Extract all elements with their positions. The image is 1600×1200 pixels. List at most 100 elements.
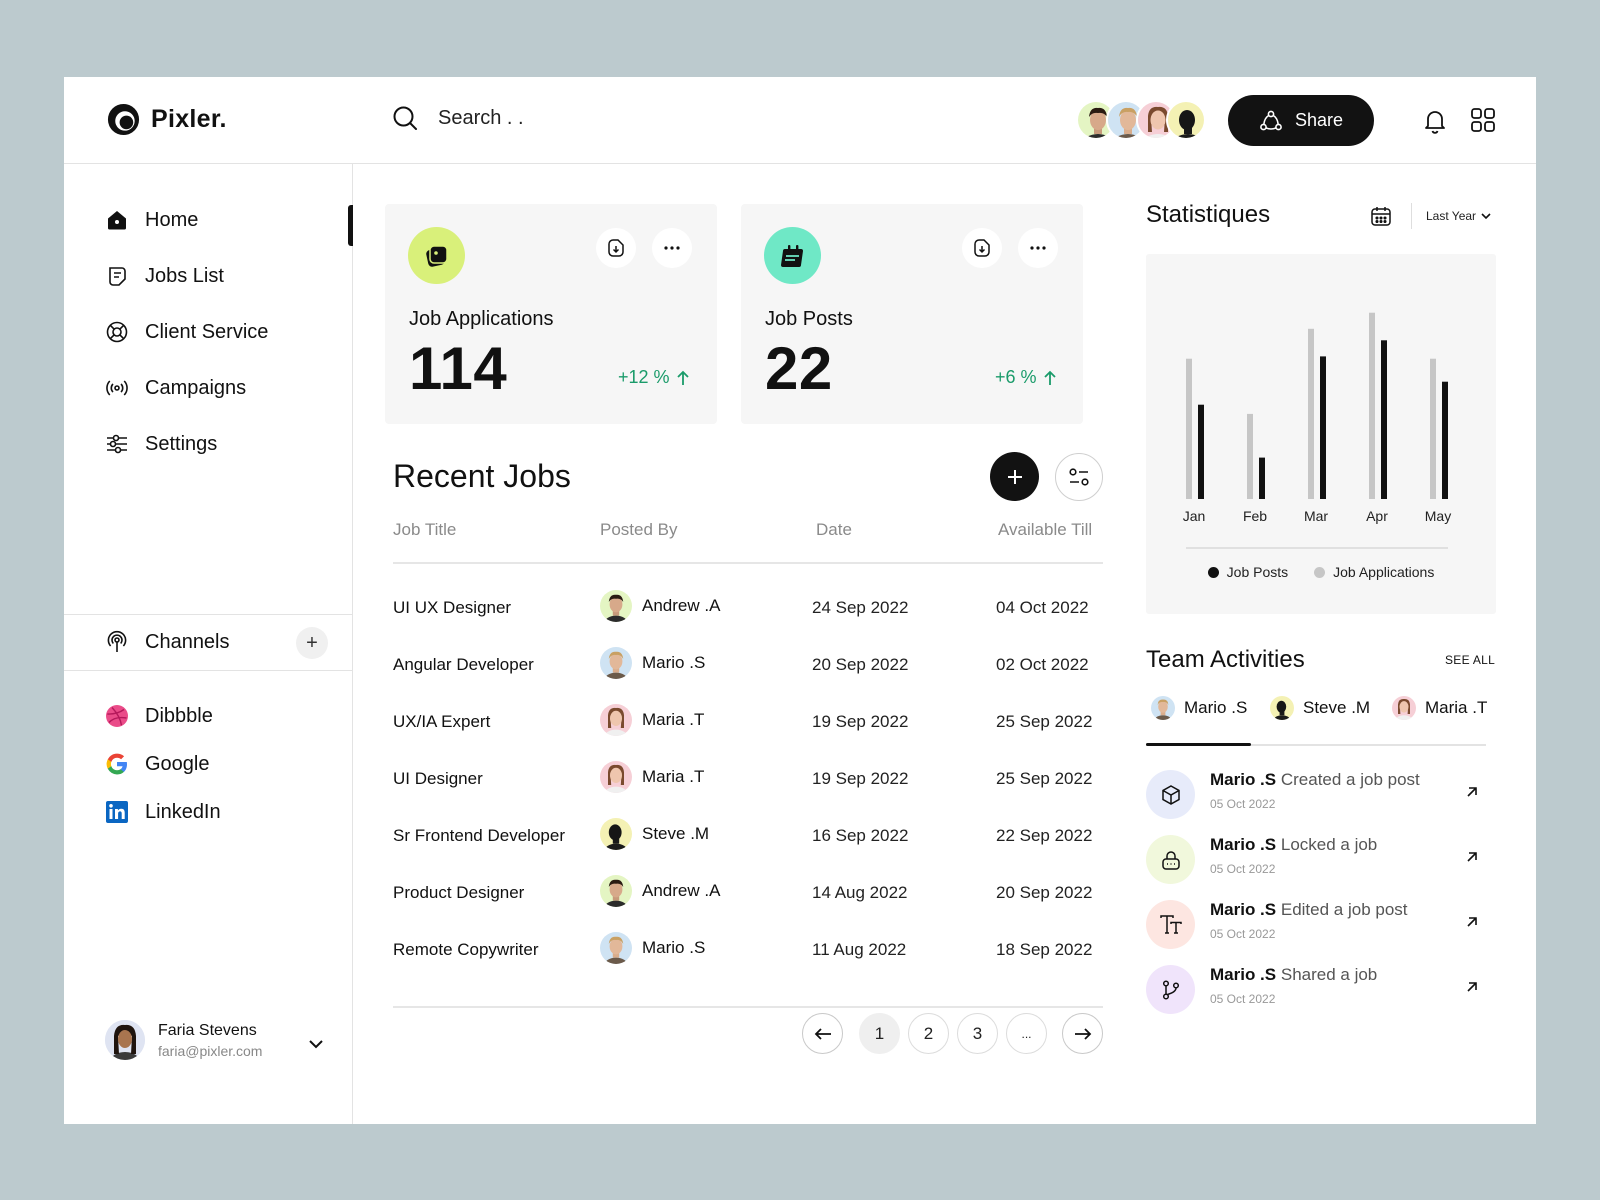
available-till-cell: 25 Sep 2022	[996, 769, 1093, 788]
channel-label: Google	[145, 752, 210, 775]
bar-job-posts-feb[interactable]	[1259, 457, 1265, 499]
activity-text: Mario .S Shared a job	[1210, 965, 1377, 985]
card-icon	[764, 227, 821, 284]
poster-name: Maria .T	[642, 710, 705, 729]
arrow-up-right-icon[interactable]	[1464, 979, 1480, 995]
card-value: 114	[409, 335, 508, 402]
bar-job-applications-apr[interactable]	[1369, 312, 1375, 499]
bar-job-posts-apr[interactable]	[1381, 340, 1387, 499]
plus-icon	[1007, 469, 1022, 484]
channels-header[interactable]: Channels	[105, 630, 230, 654]
avatar	[1151, 696, 1175, 720]
team-tab-label: Steve .M	[1303, 698, 1371, 717]
poster-name: Mario .S	[642, 653, 706, 672]
sidebar-item-campaigns[interactable]: Campaigns	[105, 376, 246, 400]
activity-item[interactable]: Mario .S Created a job post 05 Oct 2022	[1146, 770, 1496, 820]
activity-item[interactable]: Mario .S Edited a job post 05 Oct 2022	[1146, 900, 1496, 950]
filter-button[interactable]	[1055, 453, 1103, 501]
user-email: faria@pixler.com	[158, 1042, 263, 1059]
avatar[interactable]	[1166, 100, 1206, 140]
bar-job-posts-may[interactable]	[1442, 381, 1448, 499]
add-job-button[interactable]	[990, 452, 1039, 501]
jobs-list-icon	[109, 267, 126, 286]
more-button[interactable]	[652, 228, 692, 268]
table-row[interactable]: Remote Copywriter Mario .S 11 Aug 2022 1…	[393, 930, 1103, 970]
range-dropdown[interactable]: Last Year	[1426, 209, 1491, 223]
activity-item[interactable]: Mario .S Shared a job 05 Oct 2022	[1146, 965, 1496, 1015]
table-row[interactable]: Product Designer Andrew .A 14 Aug 2022 2…	[393, 873, 1103, 913]
sidebar-item-home[interactable]: Home	[105, 208, 198, 232]
arrow-up-right-icon[interactable]	[1464, 914, 1480, 930]
calendar-icon[interactable]	[1370, 205, 1392, 227]
channel-item-google[interactable]: Google	[105, 752, 210, 776]
logo[interactable]: Pixler.	[106, 102, 227, 137]
add-channel-button[interactable]: +	[296, 627, 328, 659]
bar-job-posts-jan[interactable]	[1198, 404, 1204, 499]
search-input[interactable]	[438, 106, 658, 130]
arrow-up-right-icon[interactable]	[1464, 849, 1480, 865]
channel-item-dribbble[interactable]: Dibbble	[105, 704, 213, 728]
bar-job-applications-feb[interactable]	[1247, 413, 1253, 499]
linkedin-icon	[106, 801, 128, 823]
sidebar-item-label: Jobs List	[145, 264, 224, 287]
page-button-3[interactable]: 3	[957, 1013, 998, 1054]
page-button-2[interactable]: 2	[908, 1013, 949, 1054]
user-profile[interactable]: Faria Stevens faria@pixler.com	[105, 1020, 262, 1060]
page-ellipsis[interactable]: ...	[1006, 1013, 1047, 1054]
team-tab[interactable]: Mario .S	[1151, 696, 1247, 720]
more-button[interactable]	[1018, 228, 1058, 268]
table-row[interactable]: Angular Developer Mario .S 20 Sep 2022 0…	[393, 645, 1103, 685]
avatar	[600, 647, 632, 679]
arrow-up-right-icon[interactable]	[1464, 784, 1480, 800]
apps-grid-icon[interactable]	[1470, 107, 1496, 133]
bar-job-posts-mar[interactable]	[1320, 356, 1326, 499]
search-icon[interactable]	[392, 105, 418, 131]
bar-job-applications-jan[interactable]	[1186, 358, 1192, 499]
team-tab[interactable]: Steve .M	[1270, 696, 1370, 720]
table-row[interactable]: UI Designer Maria .T 19 Sep 2022 25 Sep …	[393, 759, 1103, 799]
chevron-down-icon[interactable]	[308, 1038, 324, 1050]
date-cell: 16 Sep 2022	[812, 826, 909, 845]
channel-item-linkedin[interactable]: LinkedIn	[105, 800, 221, 824]
bar-job-applications-may[interactable]	[1430, 358, 1436, 499]
page-button-1[interactable]: 1	[859, 1013, 900, 1054]
collaborator-avatars[interactable]	[1076, 100, 1206, 140]
sidebar-item-settings[interactable]: Settings	[105, 432, 217, 456]
export-button[interactable]	[596, 228, 636, 268]
bar-job-applications-mar[interactable]	[1308, 328, 1314, 499]
avatar	[600, 761, 632, 793]
column-header[interactable]: Posted By	[600, 520, 678, 539]
bar-chart: Jan Feb Mar Apr May	[1183, 312, 1451, 549]
bell-icon[interactable]	[1422, 107, 1448, 135]
table-row[interactable]: UX/IA Expert Maria .T 19 Sep 2022 25 Sep…	[393, 702, 1103, 742]
activity-item[interactable]: Mario .S Locked a job 05 Oct 2022	[1146, 835, 1496, 885]
card-label: Job Applications	[409, 308, 554, 330]
activity-icon	[1146, 835, 1195, 884]
stats-title: Statistiques	[1146, 201, 1271, 228]
table-row[interactable]: UI UX Designer Andrew .A 24 Sep 2022 04 …	[393, 588, 1103, 628]
column-header[interactable]: Job Title	[393, 520, 457, 539]
team-tab-label: Maria .T	[1425, 698, 1488, 717]
table-row[interactable]: Sr Frontend Developer Steve .M 16 Sep 20…	[393, 816, 1103, 856]
change-value: +12 %	[618, 367, 670, 387]
lock-icon	[1161, 850, 1180, 870]
prev-page-button[interactable]	[802, 1013, 843, 1054]
sidebar-item-client-service[interactable]: Client Service	[105, 320, 268, 344]
activity-text: Mario .S Edited a job post	[1210, 900, 1408, 920]
share-icon	[1260, 110, 1282, 130]
column-header[interactable]: Date	[816, 520, 852, 539]
chevron-down-icon	[1481, 212, 1491, 219]
export-button[interactable]	[962, 228, 1002, 268]
sidebar-item-jobs-list[interactable]: Jobs List	[105, 264, 224, 288]
next-page-button[interactable]	[1062, 1013, 1103, 1054]
available-till-cell: 22 Sep 2022	[996, 826, 1093, 845]
team-tab[interactable]: Maria .T	[1392, 696, 1487, 720]
available-till-cell: 04 Oct 2022	[996, 598, 1089, 617]
posted-by-cell: Maria .T	[600, 704, 704, 736]
share-button[interactable]: Share	[1228, 95, 1374, 146]
job-posts-card: Job Posts 22 +6 %	[741, 204, 1083, 424]
see-all-link[interactable]: SEE ALL	[1445, 653, 1496, 667]
posted-by-cell: Andrew .A	[600, 590, 720, 622]
column-header[interactable]: Available Till	[998, 520, 1093, 539]
x-tick-label: May	[1425, 508, 1451, 524]
